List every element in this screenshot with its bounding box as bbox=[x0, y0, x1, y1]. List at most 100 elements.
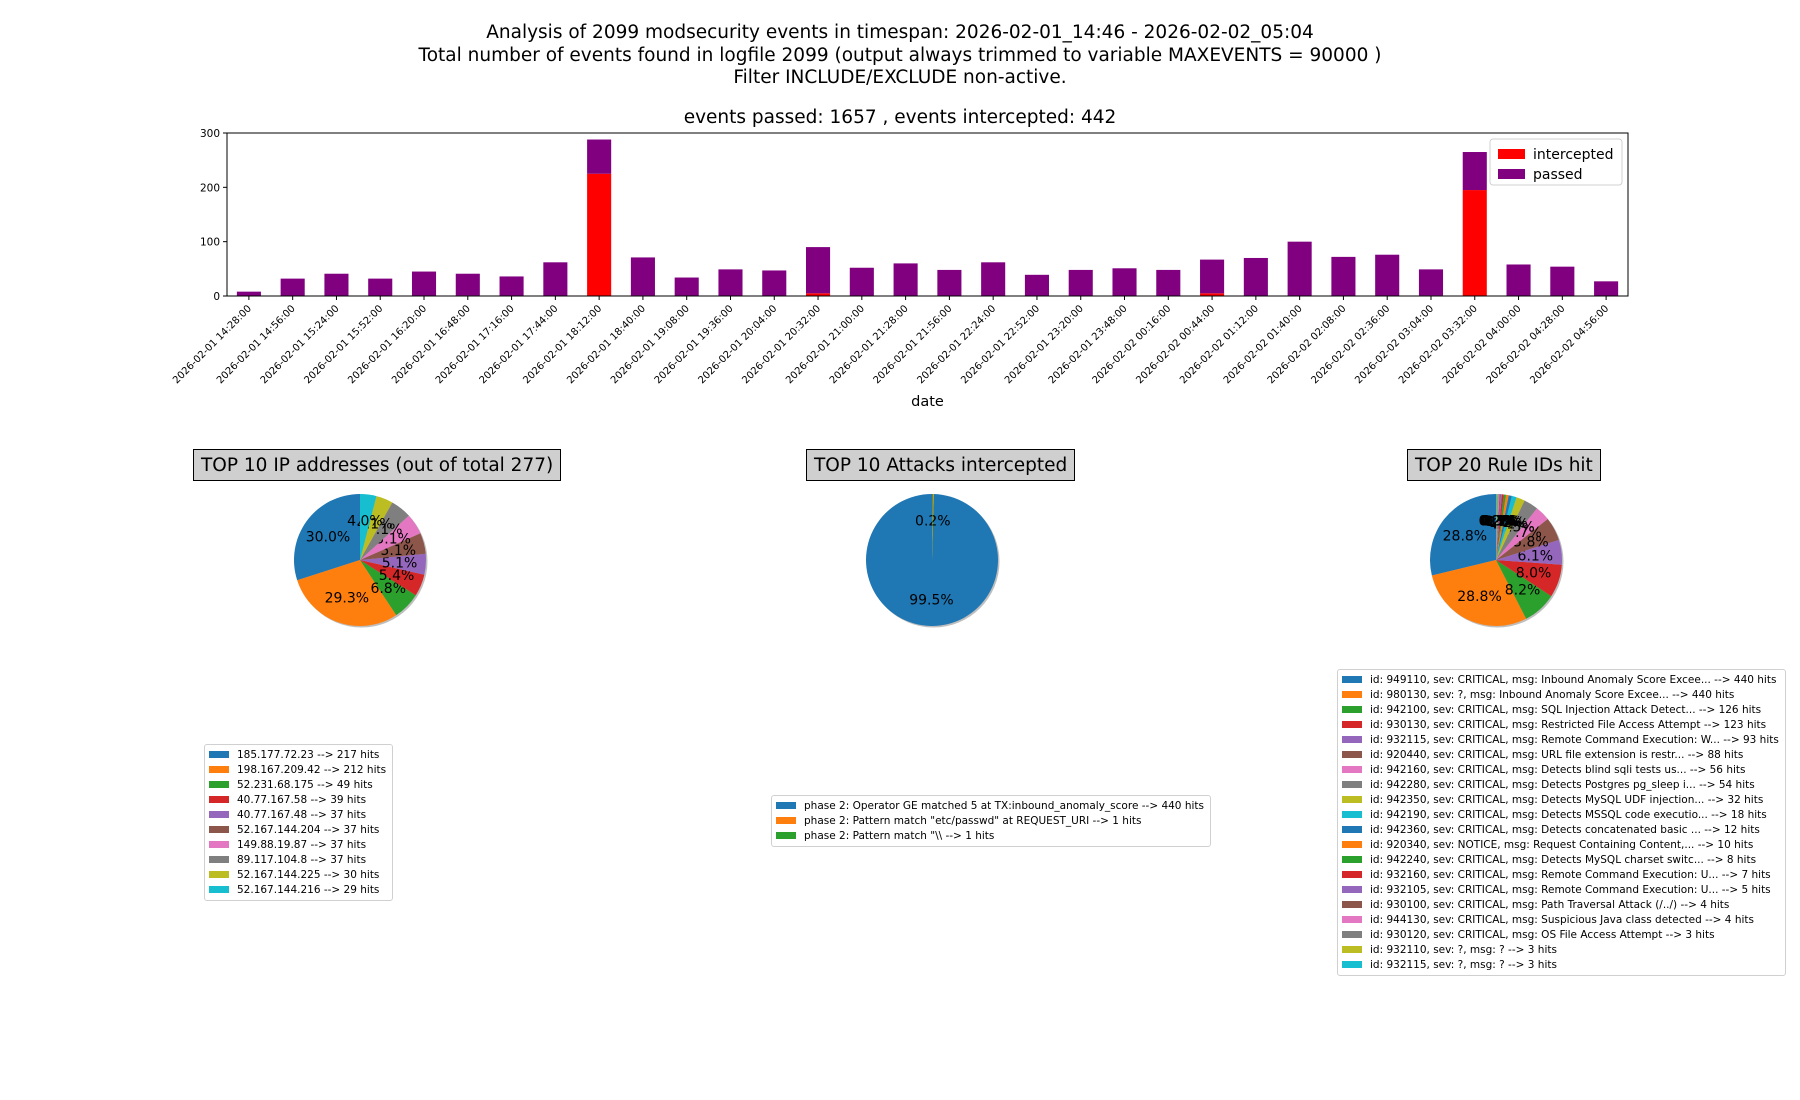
legend-label: id: 942160, sev: CRITICAL, msg: Detects … bbox=[1370, 764, 1746, 776]
legend-label: id: 932105, sev: CRITICAL, msg: Remote C… bbox=[1370, 884, 1771, 896]
bar-passed bbox=[236, 291, 261, 296]
bar-legend-label: intercepted bbox=[1533, 147, 1614, 163]
x-tick-label: 2026-02-01 17:16:00 bbox=[434, 303, 517, 386]
legend-swatch bbox=[1342, 915, 1362, 923]
legend-swatch bbox=[1342, 705, 1362, 713]
pie-slice bbox=[1496, 495, 1517, 560]
x-tick-label: 2026-02-02 04:00:00 bbox=[1441, 303, 1524, 386]
pie-slice bbox=[1496, 539, 1562, 565]
bar-passed bbox=[630, 257, 655, 296]
y-tick-label: 200 bbox=[200, 182, 220, 194]
x-tick-label: 2026-02-01 18:40:00 bbox=[565, 303, 648, 386]
pie-slice bbox=[1496, 500, 1537, 560]
x-tick-label: 2026-02-01 15:52:00 bbox=[302, 303, 385, 386]
x-tick-label: 2026-02-01 20:04:00 bbox=[697, 303, 780, 386]
legend-swatch bbox=[1342, 810, 1362, 818]
bar-passed bbox=[1506, 264, 1531, 296]
attacks-legend: phase 2: Operator GE matched 5 at TX:inb… bbox=[771, 795, 1211, 847]
legend-swatch bbox=[209, 780, 229, 788]
bar-intercepted bbox=[1200, 293, 1225, 296]
legend-swatch bbox=[1342, 720, 1362, 728]
legend-swatch bbox=[209, 840, 229, 848]
legend-label: phase 2: Pattern match "etc/passwd" at R… bbox=[804, 815, 1142, 827]
legend-entry: id: 932160, sev: CRITICAL, msg: Remote C… bbox=[1342, 868, 1779, 883]
legend-entry: 185.177.72.23 --> 217 hits bbox=[209, 748, 386, 763]
legend-swatch bbox=[1342, 855, 1362, 863]
bar-passed bbox=[1462, 152, 1487, 191]
pie-pct-label: 0.3% bbox=[1481, 513, 1517, 529]
x-tick-label: 2026-02-02 04:28:00 bbox=[1485, 303, 1568, 386]
legend-swatch bbox=[209, 750, 229, 758]
pie-slice bbox=[360, 496, 393, 560]
bar-passed bbox=[806, 247, 831, 294]
ip-legend: 185.177.72.23 --> 217 hits 198.167.209.42… bbox=[204, 744, 394, 901]
pie-pct-label: 5.4% bbox=[379, 568, 415, 584]
bar-intercepted bbox=[806, 293, 831, 296]
pie-pct-label: 28.8% bbox=[1443, 529, 1487, 545]
bar-chart-title: events passed: 1657 , events intercepted… bbox=[683, 107, 1117, 128]
pie-slice bbox=[1496, 494, 1499, 560]
bar-passed bbox=[1331, 256, 1356, 296]
plot-frame bbox=[226, 132, 1629, 297]
legend-swatch bbox=[1342, 675, 1362, 683]
legend-label: id: 942190, sev: CRITICAL, msg: Detects … bbox=[1370, 809, 1767, 821]
legend-entry: id: 942240, sev: CRITICAL, msg: Detects … bbox=[1342, 853, 1779, 868]
legend-label: id: 942100, sev: CRITICAL, msg: SQL Inje… bbox=[1370, 704, 1762, 716]
bar-legend-label: passed bbox=[1533, 167, 1583, 183]
pie-pct-label: 0.7% bbox=[1485, 514, 1521, 530]
legend-label: id: 932110, sev: ?, msg: ? --> 3 hits bbox=[1370, 944, 1557, 956]
bar-passed bbox=[1200, 259, 1225, 294]
bar-intercepted bbox=[587, 173, 612, 296]
legend-entry: id: 942350, sev: CRITICAL, msg: Detects … bbox=[1342, 793, 1779, 808]
pie-pct-label: 0.2% bbox=[1478, 513, 1514, 529]
pie-pct-label: 0.5% bbox=[1482, 514, 1518, 530]
x-tick-label: 2026-02-02 00:16:00 bbox=[1091, 303, 1174, 386]
legend-label: id: 930130, sev: CRITICAL, msg: Restrict… bbox=[1370, 719, 1767, 731]
pie-pct-label: 4.0% bbox=[347, 514, 383, 530]
pie-pct-label: 0.3% bbox=[1481, 514, 1517, 530]
legend-entry: 52.167.144.204 --> 37 hits bbox=[209, 823, 386, 838]
pie-pct-label: 99.5% bbox=[909, 593, 953, 609]
bar-passed bbox=[1068, 269, 1093, 296]
legend-label: id: 944130, sev: CRITICAL, msg: Suspicio… bbox=[1370, 914, 1754, 926]
pie-slice bbox=[360, 533, 426, 560]
rules-pie-title: TOP 20 Rule IDs hit bbox=[1407, 449, 1601, 481]
legend-label: phase 2: Pattern match "\\ --> 1 hits bbox=[804, 830, 995, 842]
legend-label: id: 942280, sev: CRITICAL, msg: Detects … bbox=[1370, 779, 1755, 791]
bar-passed bbox=[981, 262, 1006, 296]
y-tick-label: 0 bbox=[213, 291, 220, 303]
x-tick-label: 2026-02-01 16:48:00 bbox=[390, 303, 473, 386]
legend-label: id: 942240, sev: CRITICAL, msg: Detects … bbox=[1370, 854, 1757, 866]
attacks-pie-chart: 99.5% 0.2% bbox=[866, 494, 1000, 628]
legend-label: id: 949110, sev: CRITICAL, msg: Inbound … bbox=[1370, 674, 1777, 686]
pie-pct-label: 29.3% bbox=[325, 590, 369, 606]
legend-label: id: 932115, sev: ?, msg: ? --> 3 hits bbox=[1370, 959, 1557, 971]
x-tick-label: 2026-02-02 02:36:00 bbox=[1309, 303, 1392, 386]
legend-swatch bbox=[209, 795, 229, 803]
legend-entry: id: 920340, sev: NOTICE, msg: Request Co… bbox=[1342, 838, 1779, 853]
legend-entry: 89.117.104.8 --> 37 hits bbox=[209, 853, 386, 868]
pie-pct-label: 0.2% bbox=[1479, 513, 1515, 529]
ip-pie-title: TOP 10 IP addresses (out of total 277) bbox=[193, 449, 562, 481]
pie-pct-label: 6.1% bbox=[1518, 548, 1554, 564]
legend-label: 198.167.209.42 --> 212 hits bbox=[237, 764, 387, 776]
bar-passed bbox=[1243, 257, 1268, 296]
legend-label: 52.231.68.175 --> 49 hits bbox=[237, 779, 373, 791]
bar-passed bbox=[411, 271, 437, 296]
bar-passed bbox=[849, 267, 874, 296]
ip-pie-chart: 30.0%29.3%6.8%5.4%5.1%5.1%5.1%5.1%4.1%4.… bbox=[294, 494, 428, 628]
legend-label: id: 920340, sev: NOTICE, msg: Request Co… bbox=[1370, 839, 1754, 851]
legend-swatch bbox=[1342, 690, 1362, 698]
legend-label: id: 942350, sev: CRITICAL, msg: Detects … bbox=[1370, 794, 1764, 806]
pie-slice bbox=[1496, 560, 1562, 597]
legend-swatch bbox=[1342, 930, 1362, 938]
legend-entry: id: 980130, sev: ?, msg: Inbound Anomaly… bbox=[1342, 688, 1779, 703]
bar-passed bbox=[587, 139, 612, 174]
bar-legend-swatch bbox=[1498, 149, 1525, 159]
legend-swatch bbox=[776, 801, 796, 809]
x-tick-label: 2026-02-01 21:56:00 bbox=[872, 303, 955, 386]
legend-swatch bbox=[1342, 780, 1362, 788]
legend-label: 52.167.144.204 --> 37 hits bbox=[237, 824, 380, 836]
legend-entry: id: 932105, sev: CRITICAL, msg: Remote C… bbox=[1342, 883, 1779, 898]
legend-entry: 52.231.68.175 --> 49 hits bbox=[209, 778, 386, 793]
